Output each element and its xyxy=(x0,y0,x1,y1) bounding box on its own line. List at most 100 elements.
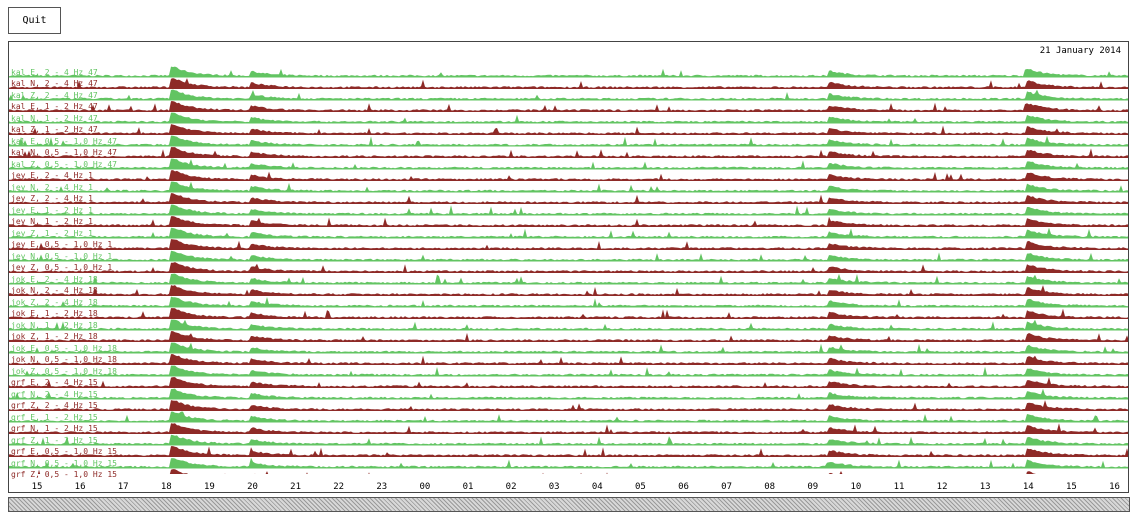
track-label: grf E, 0,5 - 1,0 Hz 15 xyxy=(11,447,117,456)
track-label: grf N, 2 - 4 Hz 15 xyxy=(11,389,98,399)
track-label: jok Z, 2 - 4 Hz 18 xyxy=(11,297,98,307)
track-label: jey Z, 1 - 2 Hz 1 xyxy=(11,228,93,238)
x-tick-label: 16 xyxy=(1109,482,1120,492)
track-label: jey E, 0,5 - 1,0 Hz 1 xyxy=(11,240,113,249)
trace-8 xyxy=(9,158,1128,170)
x-tick-label: 19 xyxy=(203,482,215,492)
track-label: jey E, 1 - 2 Hz 1 xyxy=(11,205,93,215)
x-tick-label: 06 xyxy=(678,482,689,492)
trace-21 xyxy=(9,308,1128,319)
x-tick-label: 14 xyxy=(1022,482,1034,492)
trace-30 xyxy=(9,411,1128,423)
trace-20 xyxy=(9,296,1128,308)
trace-11 xyxy=(9,193,1128,204)
track-label: grf E, 2 - 4 Hz 15 xyxy=(11,378,98,387)
x-tick-label: 16 xyxy=(74,482,86,492)
trace-19 xyxy=(9,285,1128,296)
track-label: jok E, 1 - 2 Hz 18 xyxy=(11,309,98,318)
trace-2 xyxy=(9,89,1128,101)
trace-27 xyxy=(9,377,1128,388)
trace-6 xyxy=(9,135,1128,147)
trace-31 xyxy=(9,423,1128,434)
plot-date: 21 January 2014 xyxy=(1039,46,1121,56)
trace-29 xyxy=(9,400,1128,411)
trace-22 xyxy=(9,319,1128,331)
track-label: kal Z, 0,5 - 1,0 Hz 47 xyxy=(11,159,117,169)
trace-23 xyxy=(9,331,1128,342)
trace-34 xyxy=(9,457,1128,469)
trace-15 xyxy=(9,239,1128,250)
track-label: kal N, 1 - 2 Hz 47 xyxy=(11,113,98,123)
x-tick-label: 12 xyxy=(936,482,948,492)
x-tick-label: 18 xyxy=(160,482,172,492)
trace-3 xyxy=(9,101,1128,112)
trace-24 xyxy=(9,342,1128,354)
track-label: grf N, 1 - 2 Hz 15 xyxy=(11,424,98,433)
track-label: kal N, 0,5 - 1,0 Hz 47 xyxy=(11,148,117,157)
trace-12 xyxy=(9,204,1128,216)
track-label: jok Z, 0,5 - 1,0 Hz 18 xyxy=(11,366,117,376)
track-label: kal Z, 2 - 4 Hz 47 xyxy=(11,90,98,100)
x-tick-label: 23 xyxy=(376,482,388,492)
track-label: grf E, 1 - 2 Hz 15 xyxy=(11,412,98,422)
track-label: kal E, 1 - 2 Hz 47 xyxy=(11,102,98,111)
track-label: kal N, 2 - 4 Hz 47 xyxy=(11,79,98,88)
x-tick-label: 22 xyxy=(333,482,345,492)
trace-35 xyxy=(37,469,1036,474)
track-label: jey Z, 2 - 4 Hz 1 xyxy=(11,194,93,203)
trace-18 xyxy=(9,273,1128,285)
track-label: grf Z, 2 - 4 Hz 15 xyxy=(11,401,98,410)
x-tick-label: 08 xyxy=(764,482,776,492)
trace-1 xyxy=(9,78,1128,89)
x-tick-label: 10 xyxy=(850,482,862,492)
x-tick-label: 07 xyxy=(721,482,733,492)
trace-10 xyxy=(9,181,1128,193)
track-label: jey E, 2 - 4 Hz 1 xyxy=(11,171,93,180)
trace-7 xyxy=(9,147,1128,158)
track-label: jok N, 1 - 2 Hz 18 xyxy=(11,320,98,330)
trace-32 xyxy=(9,434,1128,446)
track-label: jok Z, 1 - 2 Hz 18 xyxy=(11,332,98,341)
trace-canvas xyxy=(9,66,1128,474)
x-tick-label: 05 xyxy=(634,482,646,492)
track-label: grf Z, 0,5 - 1,0 Hz 15 xyxy=(11,470,117,479)
x-tick-label: 02 xyxy=(505,482,517,492)
trace-4 xyxy=(9,112,1128,124)
x-tick-label: 15 xyxy=(31,482,43,492)
x-tick-label: 15 xyxy=(1065,482,1077,492)
x-tick-label: 17 xyxy=(117,482,129,492)
trace-16 xyxy=(9,250,1128,262)
x-tick-label: 00 xyxy=(419,482,431,492)
track-label: jey N, 1 - 2 Hz 1 xyxy=(11,217,93,226)
x-tick-label: 04 xyxy=(591,482,603,492)
track-label: jok E, 0,5 - 1,0 Hz 18 xyxy=(11,343,117,353)
x-tick-label: 09 xyxy=(807,482,819,492)
x-tick-label: 03 xyxy=(548,482,560,492)
spectrogram-plot: kal E, 2 - 4 Hz 47 kal N, 2 - 4 Hz 47 kal … xyxy=(8,41,1129,493)
track-label: jok N, 2 - 4 Hz 18 xyxy=(11,286,98,295)
track-label: jey Z, 0,5 - 1,0 Hz 1 xyxy=(11,263,113,272)
horizontal-scrollbar[interactable] xyxy=(8,497,1130,512)
trace-17 xyxy=(9,262,1128,273)
x-tick-label: 20 xyxy=(247,482,258,492)
trace-14 xyxy=(9,227,1128,239)
trace-25 xyxy=(9,354,1128,365)
time-axis: 15 16 17 18 19 20 21 22 23 00 01 02 03 04 05 06 07 08 09 10… xyxy=(8,476,1129,493)
x-tick-label: 13 xyxy=(979,482,991,492)
track-label: jok E, 2 - 4 Hz 18 xyxy=(11,274,98,284)
quit-button[interactable]: Quit xyxy=(8,7,61,34)
x-tick-label: 21 xyxy=(290,482,302,492)
trace-28 xyxy=(9,388,1128,400)
track-label: grf N, 0,5 - 1,0 Hz 15 xyxy=(11,458,117,468)
trace-26 xyxy=(9,365,1128,377)
x-tick-label: 01 xyxy=(462,482,474,492)
track-label: kal E, 0,5 - 1,0 Hz 47 xyxy=(11,136,117,146)
trace-5 xyxy=(9,124,1128,135)
trace-13 xyxy=(9,216,1128,227)
track-label: kal Z, 1 - 2 Hz 47 xyxy=(11,125,98,134)
trace-0 xyxy=(9,66,1128,78)
trace-9 xyxy=(9,170,1128,181)
track-label: kal E, 2 - 4 Hz 47 xyxy=(11,67,98,77)
track-label: grf Z, 1 - 2 Hz 15 xyxy=(11,435,98,445)
track-label: jey N, 2 - 4 Hz 1 xyxy=(11,182,93,192)
